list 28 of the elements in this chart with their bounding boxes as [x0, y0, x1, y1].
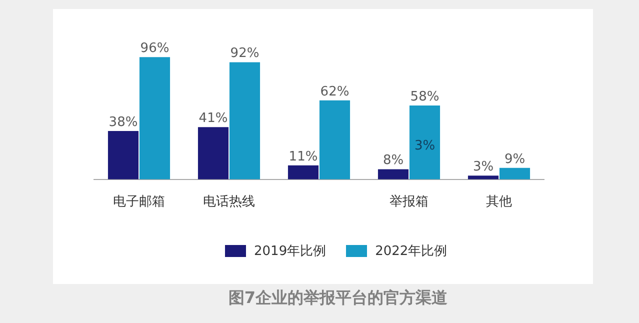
bar	[139, 57, 170, 180]
bar	[288, 165, 319, 180]
x-tick-label: 举报箱	[390, 194, 428, 210]
bar	[198, 127, 229, 180]
bar	[378, 169, 409, 180]
data-label: 41%	[198, 111, 228, 126]
text: 图7企业的举报平台的官方渠道	[227, 288, 449, 309]
x-tick-label: 电话热线	[203, 194, 255, 210]
data-label: 38%	[108, 114, 138, 130]
data-label: 3%	[472, 159, 494, 174]
legend-label: 2019年比例	[254, 243, 326, 260]
bar	[499, 168, 530, 180]
legend-label: 2022年比例	[375, 243, 448, 260]
data-label: 58%	[410, 89, 440, 104]
data-label: 96%	[140, 40, 170, 56]
x-tick-label: 其他	[486, 194, 512, 210]
data-label: 92%	[230, 46, 260, 62]
bar	[409, 106, 440, 180]
bar	[108, 130, 139, 180]
data-label: 9%	[504, 152, 526, 167]
data-label: 11%	[288, 149, 318, 164]
bar	[319, 100, 350, 180]
data-label: 8%	[382, 153, 404, 168]
data-label: 62%	[320, 84, 350, 100]
x-tick-label: 电子邮箱	[113, 194, 165, 210]
bar	[468, 176, 499, 180]
annotation: 3%	[414, 138, 436, 154]
bar	[229, 62, 260, 180]
